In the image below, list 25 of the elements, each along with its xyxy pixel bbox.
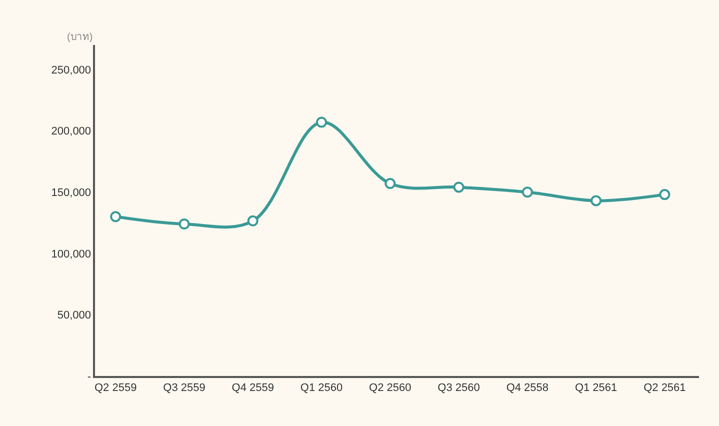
point: [453, 182, 464, 193]
x-tick-label: Q1 2561: [574, 382, 618, 394]
point: [316, 116, 327, 128]
point: [590, 195, 602, 206]
x-tick-label: Q2 2559: [94, 382, 137, 394]
point: [247, 215, 258, 226]
x-tick-label: Q3 2560: [438, 382, 480, 394]
x-tick-label: Q1 2560: [300, 382, 343, 394]
x-tick-label: Q3 2559: [163, 382, 206, 394]
y-tick-label: 150,000: [51, 186, 92, 199]
x-tick-label: Q2 2560: [369, 382, 412, 394]
y-tick-label: 100,000: [51, 248, 92, 260]
point: [522, 186, 533, 198]
point: [178, 218, 190, 230]
point: [659, 189, 670, 200]
x-tick-label: Q4 2558: [506, 382, 549, 394]
y-axis-title: (บาท): [67, 32, 93, 43]
y-tick-label: -: [87, 370, 92, 383]
x-tick-label: Q4 2559: [232, 382, 274, 394]
x-tick-label: Q2 2561: [644, 382, 686, 394]
y-tick-label: 250,000: [51, 64, 92, 76]
point: [110, 211, 122, 222]
y-tick-label: 50,000: [57, 310, 92, 322]
y-tick-label: 200,000: [51, 126, 92, 138]
point: [384, 178, 396, 190]
